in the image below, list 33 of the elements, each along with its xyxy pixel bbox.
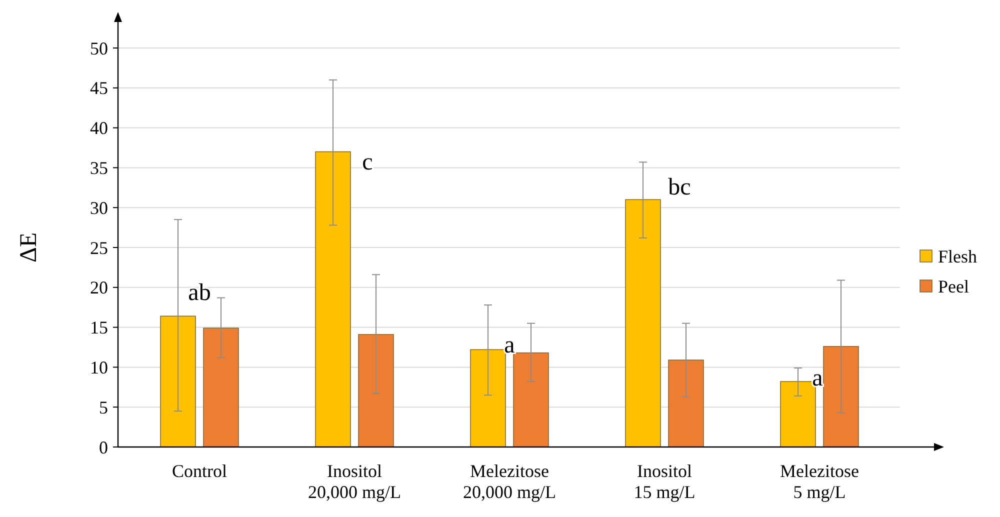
y-tick-label: 15 bbox=[90, 318, 108, 338]
annotation: a bbox=[504, 332, 516, 359]
y-tick-label: 10 bbox=[90, 358, 108, 378]
y-tick-label: 0 bbox=[99, 437, 108, 458]
annotation: bc bbox=[668, 174, 691, 201]
y-tick-label: 5 bbox=[99, 397, 108, 418]
y-tick-label: 30 bbox=[90, 198, 108, 218]
bar bbox=[668, 360, 704, 448]
y-tick-label: 45 bbox=[90, 78, 108, 98]
y-tick-label: 40 bbox=[90, 118, 108, 138]
y-axis-title: ΔE bbox=[16, 232, 42, 263]
y-tick-label: 20 bbox=[90, 278, 108, 298]
annotation: ab bbox=[188, 280, 211, 306]
x-tick-label: Inositol 20,000 mg/L bbox=[308, 461, 401, 502]
legend-label: Flesh bbox=[938, 246, 978, 266]
annotation: c bbox=[362, 150, 373, 176]
x-tick-label: Melezitose 20,000 mg/L bbox=[463, 461, 556, 502]
y-tick-label: 50 bbox=[90, 38, 108, 58]
bar bbox=[823, 346, 859, 448]
y-tick-label: 35 bbox=[90, 158, 108, 178]
x-tick-label: Melezitose 5 mg/L bbox=[780, 461, 859, 502]
bar bbox=[358, 334, 394, 448]
bar bbox=[203, 328, 239, 448]
annotation: a bbox=[812, 366, 824, 392]
legend-label: Peel bbox=[938, 276, 969, 296]
bar bbox=[625, 199, 661, 448]
bar bbox=[470, 349, 506, 448]
bar bbox=[160, 316, 196, 448]
x-tick-label: Control bbox=[172, 461, 228, 481]
y-tick-label: 25 bbox=[90, 238, 108, 258]
bar bbox=[315, 151, 351, 448]
bar bbox=[513, 352, 549, 448]
x-tick-label: Inositol 15 mg/L bbox=[634, 461, 696, 502]
